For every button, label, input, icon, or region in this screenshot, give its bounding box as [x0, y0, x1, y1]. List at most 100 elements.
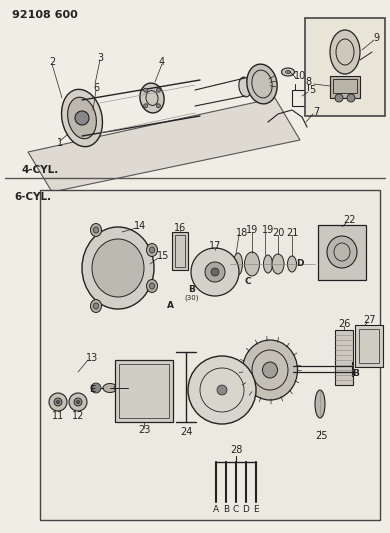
Ellipse shape — [262, 362, 278, 378]
Bar — [330, 76, 360, 98]
Circle shape — [144, 88, 148, 92]
Ellipse shape — [94, 227, 99, 233]
Ellipse shape — [90, 300, 101, 312]
Bar — [335, 330, 353, 385]
Ellipse shape — [67, 97, 96, 139]
Ellipse shape — [82, 227, 154, 309]
Text: 13: 13 — [86, 353, 98, 363]
Circle shape — [217, 385, 227, 395]
Ellipse shape — [247, 64, 277, 104]
Text: E: E — [253, 505, 259, 514]
Text: 10: 10 — [294, 71, 306, 81]
Ellipse shape — [239, 77, 251, 97]
Text: 17: 17 — [209, 241, 221, 251]
Ellipse shape — [62, 90, 103, 147]
Ellipse shape — [264, 255, 273, 273]
Text: 5: 5 — [309, 85, 315, 95]
Circle shape — [188, 356, 256, 424]
Ellipse shape — [243, 340, 298, 400]
Ellipse shape — [327, 236, 357, 268]
Ellipse shape — [147, 279, 158, 293]
Circle shape — [205, 262, 225, 282]
Polygon shape — [28, 98, 300, 192]
Bar — [119, 364, 169, 418]
Ellipse shape — [282, 68, 294, 76]
Text: 9: 9 — [373, 33, 379, 43]
Ellipse shape — [147, 244, 158, 256]
Ellipse shape — [149, 247, 154, 253]
Text: 2: 2 — [49, 57, 55, 67]
Text: 19: 19 — [246, 225, 258, 235]
Circle shape — [54, 398, 62, 406]
Text: B: B — [188, 286, 195, 295]
Text: 27: 27 — [364, 315, 376, 325]
Text: 92108 600: 92108 600 — [12, 10, 78, 20]
Bar — [355, 325, 383, 367]
Circle shape — [191, 248, 239, 296]
Bar — [318, 225, 366, 280]
Ellipse shape — [149, 283, 154, 289]
Text: 19: 19 — [262, 225, 274, 235]
Text: 6-CYL.: 6-CYL. — [14, 192, 51, 202]
Text: 20: 20 — [272, 228, 284, 238]
Text: B: B — [353, 369, 360, 378]
Circle shape — [156, 104, 160, 108]
Text: 4-CYL.: 4-CYL. — [22, 165, 59, 175]
Text: 28: 28 — [230, 445, 242, 455]
Bar — [115, 360, 173, 422]
Text: 1: 1 — [57, 138, 63, 148]
Bar — [292, 90, 312, 106]
Circle shape — [76, 400, 80, 403]
Bar — [359, 329, 379, 363]
Text: 24: 24 — [180, 427, 192, 437]
Ellipse shape — [285, 70, 291, 74]
Ellipse shape — [114, 385, 122, 391]
Circle shape — [74, 398, 82, 406]
Ellipse shape — [92, 239, 144, 297]
Circle shape — [144, 104, 148, 108]
Text: 14: 14 — [134, 221, 146, 231]
Text: 22: 22 — [344, 215, 356, 225]
Bar — [40, 190, 380, 520]
Text: 21: 21 — [286, 228, 298, 238]
Text: C: C — [233, 505, 239, 514]
Ellipse shape — [94, 303, 99, 309]
Bar — [305, 18, 385, 116]
Ellipse shape — [330, 30, 360, 74]
Ellipse shape — [103, 384, 117, 392]
Text: 3: 3 — [97, 53, 103, 63]
Ellipse shape — [287, 256, 296, 272]
Circle shape — [69, 393, 87, 411]
Text: 23: 23 — [138, 425, 150, 435]
Text: E: E — [89, 385, 95, 394]
Text: 8: 8 — [305, 77, 311, 87]
Text: 25: 25 — [316, 431, 328, 441]
Circle shape — [91, 383, 101, 393]
Ellipse shape — [272, 254, 284, 274]
Text: 18: 18 — [236, 228, 248, 238]
Text: 16: 16 — [174, 223, 186, 233]
Text: B: B — [223, 505, 229, 514]
Circle shape — [211, 268, 219, 276]
Text: C: C — [245, 278, 251, 287]
Circle shape — [347, 94, 355, 102]
Text: 15: 15 — [157, 251, 169, 261]
Ellipse shape — [315, 390, 325, 418]
Ellipse shape — [245, 252, 259, 276]
Text: 6: 6 — [93, 83, 99, 93]
Text: 4: 4 — [159, 57, 165, 67]
Text: 11: 11 — [52, 411, 64, 421]
Bar — [333, 79, 357, 93]
Text: (30): (30) — [185, 295, 199, 301]
Text: D: D — [296, 260, 304, 269]
Text: 26: 26 — [338, 319, 350, 329]
Ellipse shape — [140, 83, 164, 113]
Ellipse shape — [234, 253, 243, 275]
Circle shape — [156, 88, 160, 92]
Text: 12: 12 — [72, 411, 84, 421]
Circle shape — [75, 111, 89, 125]
Text: D: D — [243, 505, 250, 514]
Text: A: A — [167, 302, 174, 311]
Text: 7: 7 — [313, 107, 319, 117]
Circle shape — [335, 94, 343, 102]
